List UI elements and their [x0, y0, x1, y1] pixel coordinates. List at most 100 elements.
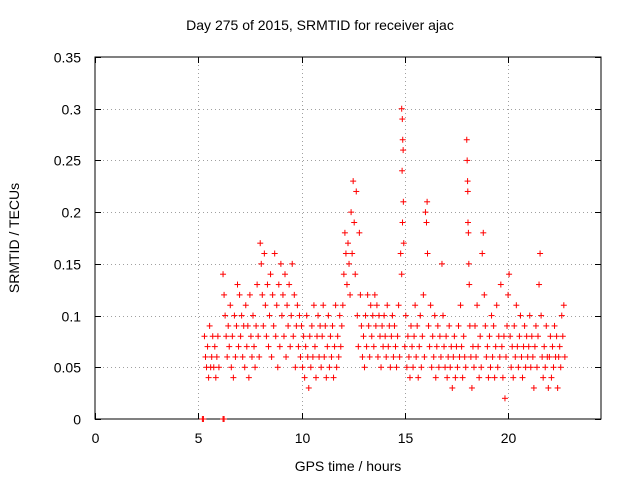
data-point — [279, 291, 286, 298]
data-point — [261, 250, 268, 257]
data-point — [321, 353, 328, 360]
data-point — [420, 291, 427, 298]
data-point — [394, 333, 401, 340]
data-point — [212, 374, 219, 381]
data-point — [277, 260, 284, 267]
data-point — [202, 353, 209, 360]
data-point — [282, 271, 289, 278]
data-point — [251, 343, 258, 350]
data-point — [322, 322, 329, 329]
data-point — [294, 302, 301, 309]
data-point — [466, 281, 473, 288]
data-point — [518, 353, 525, 360]
data-point — [336, 312, 343, 319]
data-point — [546, 353, 553, 360]
data-point — [398, 271, 405, 278]
data-point — [373, 302, 380, 309]
data-point — [252, 364, 259, 371]
y-tick-label: 0.15 — [54, 257, 81, 273]
data-point — [349, 250, 356, 257]
data-point — [238, 312, 245, 319]
data-point — [259, 291, 266, 298]
data-point — [489, 353, 496, 360]
data-point — [453, 343, 460, 350]
data-point — [548, 374, 555, 381]
data-point — [459, 374, 466, 381]
data-point — [387, 364, 394, 371]
data-point — [377, 333, 384, 340]
data-point — [330, 374, 337, 381]
data-point — [389, 312, 396, 319]
data-point — [543, 322, 550, 329]
data-point — [230, 374, 237, 381]
data-point — [286, 281, 293, 288]
data-point — [531, 343, 538, 350]
data-point — [262, 302, 269, 309]
data-point — [245, 374, 252, 381]
data-point — [537, 250, 544, 257]
data-point — [555, 353, 562, 360]
data-point — [431, 312, 438, 319]
data-point — [347, 291, 354, 298]
data-point — [292, 364, 299, 371]
data-point — [441, 343, 448, 350]
data-point — [223, 333, 230, 340]
data-point — [204, 343, 211, 350]
data-point — [558, 312, 565, 319]
data-point — [254, 281, 261, 288]
data-point — [288, 312, 295, 319]
data-point — [414, 322, 421, 329]
data-point — [332, 302, 339, 309]
data-point — [516, 333, 523, 340]
data-point — [410, 364, 417, 371]
data-point — [521, 322, 528, 329]
data-point — [237, 333, 244, 340]
data-point — [269, 291, 276, 298]
data-point — [456, 353, 463, 360]
data-point — [273, 302, 280, 309]
data-point — [392, 343, 399, 350]
data-point — [510, 374, 517, 381]
data-point — [447, 364, 454, 371]
x-tick-label: 0 — [92, 430, 100, 446]
data-point — [397, 250, 404, 257]
data-point — [528, 333, 535, 340]
data-point — [504, 322, 511, 329]
data-point — [293, 322, 300, 329]
data-point — [339, 302, 346, 309]
data-point — [416, 343, 423, 350]
data-point — [430, 353, 437, 360]
data-point — [445, 353, 452, 360]
data-point — [334, 333, 341, 340]
data-point — [424, 250, 431, 257]
data-point — [519, 374, 526, 381]
data-point — [502, 353, 509, 360]
data-point — [406, 374, 413, 381]
data-point — [371, 291, 378, 298]
data-point — [242, 302, 249, 309]
data-point — [386, 322, 393, 329]
data-point — [520, 343, 527, 350]
data-point — [464, 178, 471, 185]
data-point — [533, 364, 540, 371]
data-point — [221, 291, 228, 298]
data-point — [307, 364, 314, 371]
data-point — [561, 353, 568, 360]
data-point — [491, 374, 498, 381]
data-point — [405, 353, 412, 360]
data-point — [422, 209, 429, 216]
data-point — [383, 353, 390, 360]
data-point — [452, 374, 459, 381]
data-point — [464, 188, 471, 195]
data-point — [473, 353, 480, 360]
data-point — [477, 333, 484, 340]
data-point — [213, 353, 220, 360]
data-point — [271, 250, 278, 257]
data-point — [229, 333, 236, 340]
data-point — [436, 333, 443, 340]
x-tick-label: 15 — [398, 430, 414, 446]
data-point — [319, 333, 326, 340]
data-point — [367, 302, 374, 309]
data-point — [469, 343, 476, 350]
data-point — [256, 353, 263, 360]
